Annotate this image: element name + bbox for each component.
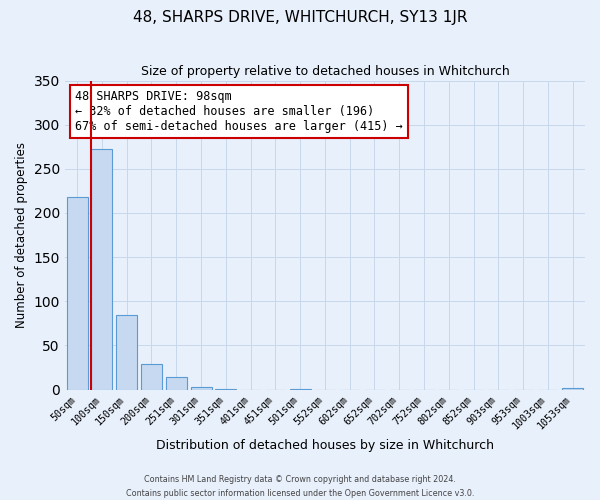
- Text: 48, SHARPS DRIVE, WHITCHURCH, SY13 1JR: 48, SHARPS DRIVE, WHITCHURCH, SY13 1JR: [133, 10, 467, 25]
- Bar: [191, 387, 212, 390]
- Bar: [67, 197, 88, 390]
- Bar: [562, 388, 583, 390]
- Title: Size of property relative to detached houses in Whitchurch: Size of property relative to detached ho…: [140, 65, 509, 78]
- Bar: [215, 388, 236, 390]
- Y-axis label: Number of detached properties: Number of detached properties: [15, 142, 28, 328]
- Bar: [116, 316, 137, 390]
- Bar: [166, 377, 187, 390]
- Text: Contains HM Land Registry data © Crown copyright and database right 2024.
Contai: Contains HM Land Registry data © Crown c…: [126, 476, 474, 498]
- X-axis label: Distribution of detached houses by size in Whitchurch: Distribution of detached houses by size …: [156, 440, 494, 452]
- Bar: [141, 364, 162, 390]
- Bar: [91, 148, 112, 390]
- Bar: [290, 388, 311, 390]
- Text: 48 SHARPS DRIVE: 98sqm
← 32% of detached houses are smaller (196)
67% of semi-de: 48 SHARPS DRIVE: 98sqm ← 32% of detached…: [75, 90, 403, 133]
